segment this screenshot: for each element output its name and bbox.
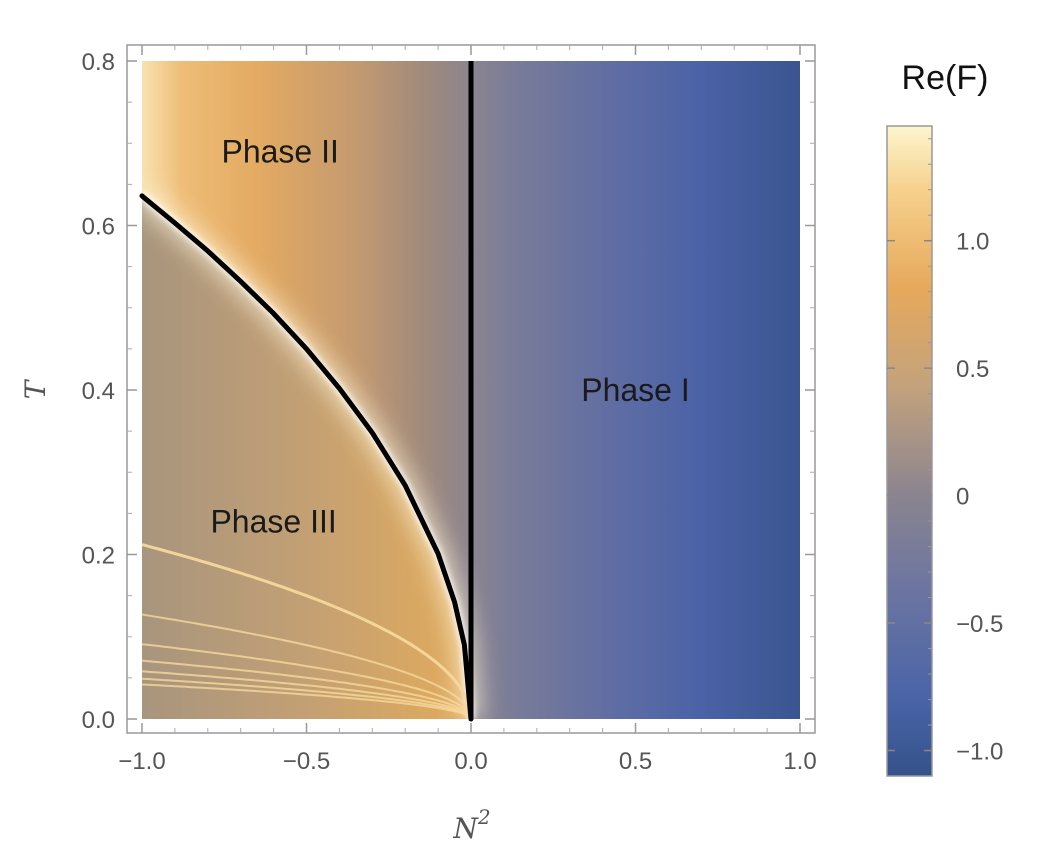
- y-tick-label: 0.4: [82, 378, 115, 405]
- colorbar-gradient: [886, 125, 933, 777]
- x-tick-label: 1.0: [783, 748, 816, 775]
- phase-iii-region-fill: [142, 195, 471, 719]
- resonance-line: [142, 683, 472, 719]
- heatmap-field: [142, 61, 800, 719]
- axis-tick-labels: −1.0 −0.5 0.0 0.5 1.0 0.0 0.2 0.4 0.6 0.8: [82, 49, 817, 775]
- colorbar: Re(F) 1.0 0.5 0 −0.5 −1.0: [886, 59, 1003, 777]
- resonance-line: [142, 670, 472, 719]
- colorbar-tick-label: −1.0: [956, 739, 1003, 766]
- colorbar-tick-label: −0.5: [956, 611, 1003, 638]
- resonance-line: [142, 543, 473, 719]
- colorbar-tick-label: 0: [956, 484, 969, 511]
- region-label: Phase I: [581, 372, 690, 408]
- colorbar-tick-label: 1.0: [956, 229, 989, 256]
- phase-boundaries: [139, 61, 474, 722]
- y-tick-label: 0.6: [82, 214, 115, 241]
- resonance-line: [142, 659, 472, 719]
- x-axis-title: N2: [452, 805, 490, 845]
- y-tick-label: 0.2: [82, 543, 115, 570]
- region-label: Phase II: [221, 133, 338, 169]
- axis-ticks: [127, 45, 815, 733]
- colorbar-title: Re(F): [902, 59, 989, 97]
- region-labels: Phase I Phase II Phase III: [210, 133, 689, 539]
- region-label: Phase III: [210, 504, 336, 540]
- colorbar-tick-labels: 1.0 0.5 0 −0.5 −1.0: [956, 229, 1003, 766]
- x-tick-label: −0.5: [283, 748, 330, 775]
- resonance-line: [142, 677, 472, 719]
- colorbar-ticks: [887, 138, 932, 752]
- phase-boundary-curve: [139, 193, 474, 722]
- y-tick-label: 0.8: [82, 49, 115, 76]
- x-tick-label: −1.0: [118, 748, 165, 775]
- resonance-line: [142, 643, 472, 719]
- y-tick-label: 0.0: [82, 707, 115, 734]
- x-tick-label: 0.0: [454, 748, 487, 775]
- phase-i-region-fill: [473, 61, 800, 719]
- colorbar-tick-label: 0.5: [956, 356, 989, 383]
- y-axis-title: T: [19, 378, 52, 399]
- resonance-line: [142, 613, 472, 719]
- resonance-lines: [142, 543, 473, 719]
- x-tick-label: 0.5: [619, 748, 652, 775]
